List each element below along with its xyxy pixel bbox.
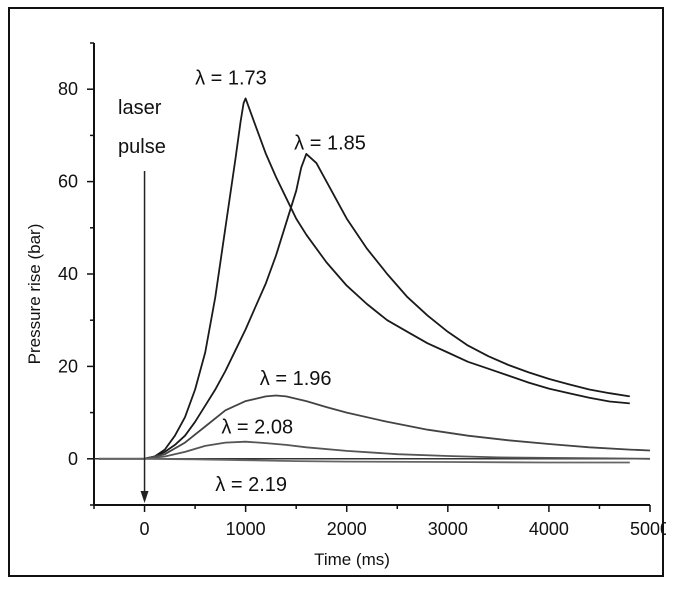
axes — [93, 43, 650, 506]
x-tick-label: 5000 — [630, 519, 666, 539]
series-layer — [99, 97, 651, 464]
series-labels: λ = 1.73 λ = 1.85 λ = 1.96 λ = 2.08 λ = 2.19 — [195, 68, 366, 497]
y-tick-label: 20 — [58, 356, 78, 376]
pressure-rise-chart: 0 20 40 60 80 0 1000 2000 3000 4000 5000 λ = 1.73… — [25, 42, 666, 569]
series-line-4 — [144, 440, 651, 460]
series-label-1: λ = 1.73 — [195, 68, 267, 90]
y-ticks: 0 20 40 60 80 — [58, 42, 94, 506]
series-label-5: λ = 2.19 — [215, 474, 287, 496]
y-tick-label: 40 — [58, 264, 78, 284]
laser-annotation: laser pulse — [118, 97, 166, 503]
x-tick-label: 0 — [140, 519, 150, 539]
laser-label-line1: laser — [118, 97, 162, 119]
laser-arrow-head — [140, 491, 149, 503]
x-tick-label: 3000 — [428, 519, 468, 539]
x-tick-label: 4000 — [529, 519, 569, 539]
y-tick-label: 80 — [58, 79, 78, 99]
x-tick-label: 1000 — [226, 519, 266, 539]
y-tick-label: 0 — [68, 449, 78, 469]
series-line-3 — [144, 394, 651, 460]
series-line-2 — [144, 153, 630, 460]
series-label-2: λ = 1.85 — [294, 132, 366, 154]
series-label-4: λ = 2.08 — [221, 416, 293, 438]
y-axis-title: Pressure rise (bar) — [25, 224, 44, 365]
x-ticks: 0 1000 2000 3000 4000 5000 — [93, 505, 666, 539]
figure-frame: 0 20 40 60 80 0 1000 2000 3000 4000 5000 λ = 1.73… — [8, 7, 666, 577]
series-line-5 — [99, 457, 630, 464]
laser-label-line2: pulse — [118, 136, 166, 158]
x-axis-title: Time (ms) — [314, 550, 390, 569]
x-tick-label: 2000 — [327, 519, 367, 539]
series-label-3: λ = 1.96 — [260, 368, 332, 390]
y-tick-label: 60 — [58, 172, 78, 192]
